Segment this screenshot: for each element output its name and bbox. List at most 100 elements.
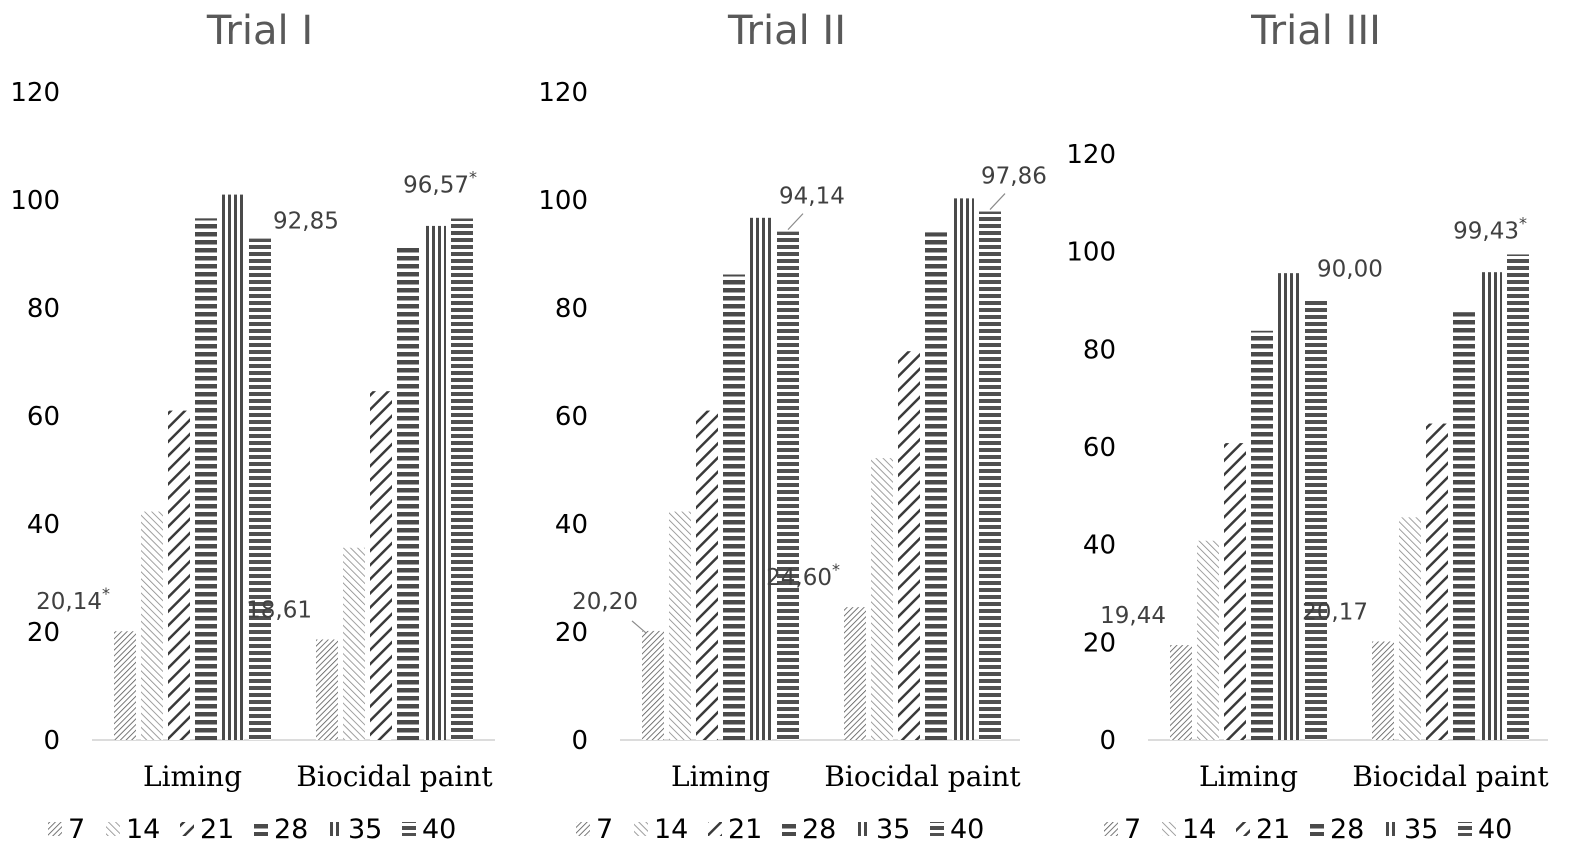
bar-biocidal-paint-day-7 — [844, 607, 866, 740]
bar-biocidal-paint-day-40 — [979, 211, 1001, 740]
bar-liming-day-35 — [750, 217, 772, 740]
data-label: 20,14* — [36, 584, 110, 615]
bar-liming-day-21 — [1224, 443, 1246, 740]
bar-liming-day-28 — [1251, 330, 1273, 740]
legend-label: 28 — [1330, 814, 1364, 845]
legend-label: 14 — [1182, 814, 1216, 845]
bar-biocidal-paint-day-35 — [424, 225, 446, 741]
significance-mark: * — [1519, 213, 1527, 232]
legend-item: 35 — [1384, 814, 1438, 845]
label-leader-line — [989, 193, 1006, 210]
legend-swatch — [106, 822, 120, 836]
bar-liming-day-21 — [696, 410, 718, 740]
y-tick-label: 80 — [1083, 335, 1116, 365]
legend-swatch — [708, 822, 722, 836]
legend-swatch — [180, 822, 194, 836]
y-tick-label: 120 — [1066, 140, 1116, 170]
legend-item: 28 — [1310, 814, 1364, 845]
y-tick-label: 40 — [27, 510, 60, 540]
y-tick-label: 80 — [27, 294, 60, 324]
legend-swatch — [576, 822, 590, 836]
data-label: 90,00 — [1317, 257, 1383, 283]
legend-swatch — [782, 822, 796, 836]
legend-swatch — [402, 822, 416, 836]
category-label: Biocidal paint — [824, 760, 1021, 793]
bar-biocidal-paint-day-28 — [1453, 312, 1475, 740]
y-tick-label: 40 — [1083, 531, 1116, 561]
bar-liming-day-7 — [114, 631, 136, 740]
legend-item: 40 — [930, 814, 984, 845]
bar-biocidal-paint-day-21 — [898, 351, 920, 740]
data-label: 94,14 — [779, 184, 845, 210]
legend-item: 7 — [576, 814, 613, 845]
chart-title: Trial I — [206, 8, 313, 54]
bar-biocidal-paint-day-40 — [451, 218, 473, 741]
y-tick-label: 0 — [43, 726, 60, 756]
bar-liming-day-7 — [1170, 645, 1192, 740]
y-tick-label: 20 — [27, 618, 60, 648]
legend-label: 21 — [1256, 814, 1290, 845]
chart-panel-2: Trial II 0 20 40 60 80 100 120 Liming Biocidal pa… — [538, 8, 1047, 845]
category-label: Biocidal paint — [1352, 760, 1549, 793]
bar-biocidal-paint-day-28 — [925, 232, 947, 740]
legend-swatch — [1236, 822, 1250, 836]
legend-label: 28 — [274, 814, 308, 845]
bar-biocidal-paint-day-40 — [1507, 254, 1529, 740]
bar-liming-day-35 — [1278, 273, 1300, 740]
y-tick-label: 120 — [538, 78, 588, 108]
legend-item: 35 — [328, 814, 382, 845]
legend-item: 14 — [106, 814, 160, 845]
bar-biocidal-paint-day-7 — [1372, 641, 1394, 740]
legend-item: 40 — [1458, 814, 1512, 845]
bar-liming-day-7 — [642, 630, 664, 740]
legend-label: 35 — [1404, 814, 1438, 845]
legend-swatch — [856, 822, 870, 836]
legend-swatch — [1458, 822, 1472, 836]
y-tick-label: 0 — [1099, 726, 1116, 756]
bar-biocidal-paint-day-14 — [1399, 517, 1421, 740]
legend-item: 35 — [856, 814, 910, 845]
legend-item: 14 — [1162, 814, 1216, 845]
category-label: Liming — [143, 760, 242, 793]
legend-label: 40 — [1478, 814, 1512, 845]
legend-label: 14 — [126, 814, 160, 845]
legend-label: 21 — [728, 814, 762, 845]
bar-liming-day-14 — [141, 511, 163, 740]
chart-panel-1: Trial I 0 20 40 60 80 100 120 Liming Biocidal pai… — [10, 8, 495, 845]
legend-swatch — [1310, 822, 1324, 836]
bar-biocidal-paint-day-35 — [952, 198, 974, 740]
y-tick-label: 20 — [1083, 628, 1116, 658]
y-tick-label: 40 — [555, 510, 588, 540]
legend-swatch — [254, 822, 268, 836]
bar-liming-day-40 — [777, 231, 799, 741]
significance-mark: * — [832, 560, 840, 579]
legend-label: 7 — [596, 814, 613, 845]
label-leader-line — [631, 620, 647, 634]
label-leader-line — [787, 213, 804, 231]
bar-liming-day-40 — [249, 238, 271, 741]
data-label: 20,17 — [1302, 600, 1368, 626]
chart-title: Trial III — [1250, 8, 1381, 54]
legend-label: 35 — [348, 814, 382, 845]
legend-item: 14 — [634, 814, 688, 845]
legend-swatch — [634, 822, 648, 836]
bar-biocidal-paint-day-28 — [397, 247, 419, 740]
bar-liming-day-40 — [1305, 300, 1327, 740]
bar-liming-day-28 — [723, 274, 745, 740]
bar-biocidal-paint-day-14 — [871, 458, 893, 740]
data-label: 96,57* — [403, 168, 477, 199]
y-tick-label: 0 — [571, 726, 588, 756]
category-label: Biocidal paint — [296, 760, 493, 793]
category-label: Liming — [671, 760, 770, 793]
category-label: Liming — [1199, 760, 1298, 793]
legend-label: 7 — [68, 814, 85, 845]
bar-biocidal-paint-day-14 — [343, 547, 365, 740]
bar-liming-day-28 — [195, 218, 217, 741]
bar-liming-day-35 — [222, 194, 244, 741]
legend-item: 7 — [48, 814, 85, 845]
legend-item: 28 — [254, 814, 308, 845]
bar-biocidal-paint-day-21 — [370, 391, 392, 740]
legend-label: 35 — [876, 814, 910, 845]
legend-item: 7 — [1104, 814, 1141, 845]
legend-item: 21 — [708, 814, 762, 845]
